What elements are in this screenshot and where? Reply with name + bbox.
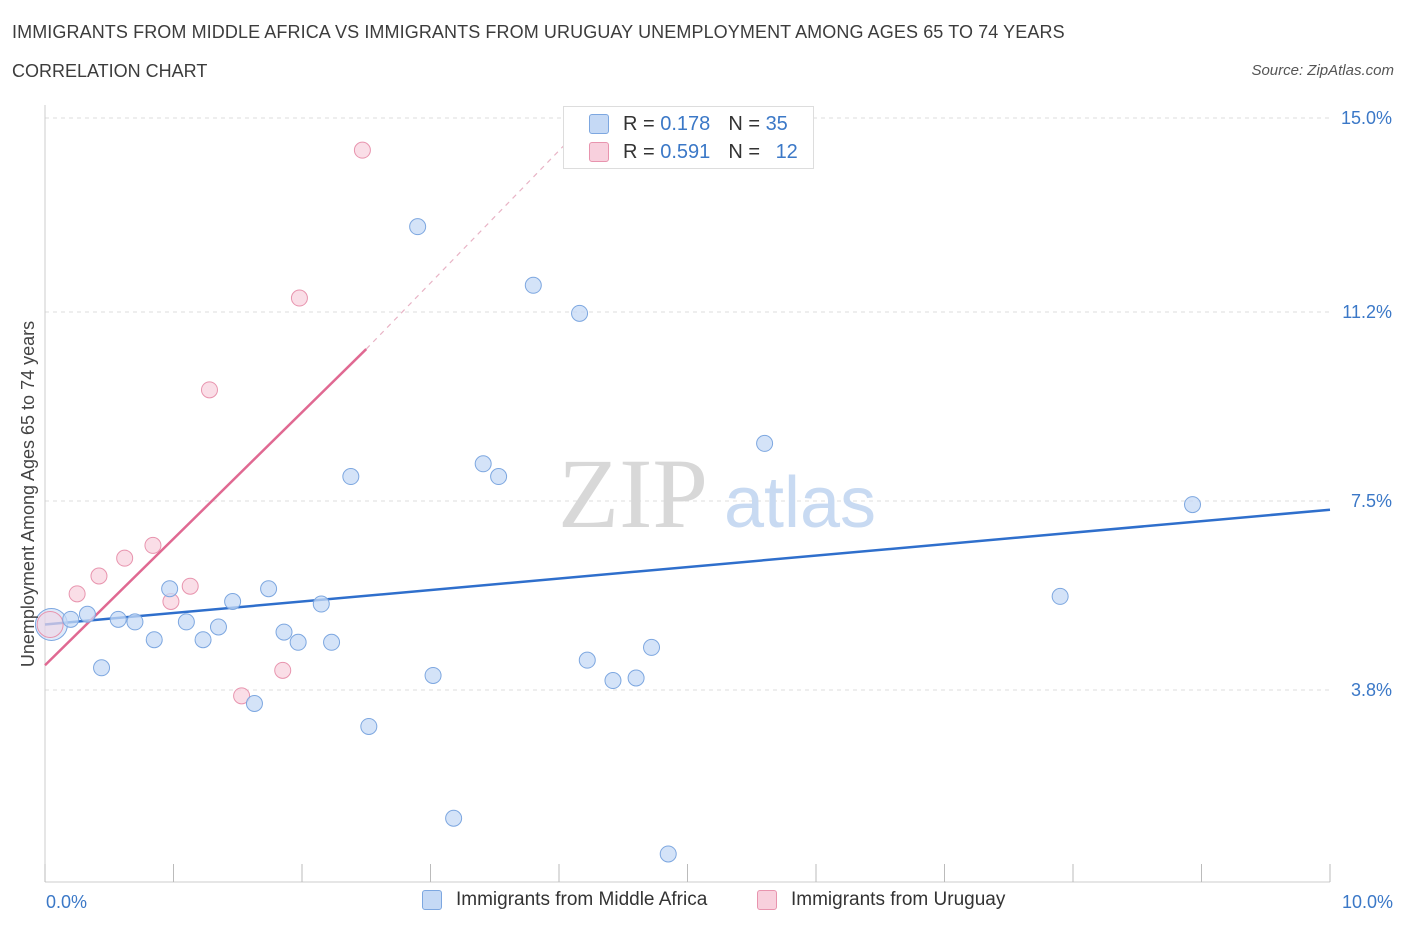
legend-label: Immigrants from Uruguay [791, 889, 1006, 910]
r-label: R = [623, 140, 655, 163]
blue-swatch-icon [589, 114, 609, 134]
point-middle-africa [323, 633, 341, 651]
data-points [34, 141, 1202, 863]
point-middle-africa [1051, 587, 1069, 605]
n-label: N = [728, 112, 760, 135]
point-uruguay [181, 577, 199, 595]
point-middle-africa [145, 631, 163, 649]
blue-swatch-icon [422, 890, 442, 910]
point-uruguay [200, 381, 218, 399]
point-middle-africa [224, 593, 242, 610]
trend-lines [44, 136, 1331, 667]
point-middle-africa [275, 623, 293, 641]
tick-labels: 3.8% 7.5% 11.2% 15.0% 0.0% 10.0% [46, 108, 1393, 912]
y-axis-label: Unemployment Among Ages 65 to 74 years [18, 321, 38, 667]
point-middle-africa [109, 610, 127, 628]
chart-title: IMMIGRANTS FROM MIDDLE AFRICA VS IMMIGRA… [12, 22, 1065, 42]
point-middle-africa [1184, 496, 1202, 514]
n-value: 35 [765, 112, 788, 135]
point-middle-africa [260, 580, 278, 598]
point-middle-africa [78, 605, 96, 623]
n-value: 12 [775, 140, 798, 163]
watermark-atlas: atlas [724, 463, 876, 543]
point-middle-africa [578, 651, 596, 669]
y-tick-label: 11.2% [1342, 302, 1392, 322]
r-value: 0.178 [660, 112, 711, 135]
point-middle-africa [474, 455, 492, 473]
point-middle-africa [571, 304, 589, 322]
point-middle-africa [604, 672, 622, 690]
x-tick-label: 0.0% [46, 892, 87, 912]
point-middle-africa [209, 618, 227, 636]
x-tick-label: 10.0% [1342, 892, 1393, 912]
point-uruguay [274, 661, 292, 679]
point-middle-africa [194, 631, 212, 649]
point-middle-africa [161, 580, 179, 598]
point-middle-africa [445, 809, 463, 827]
stats-legend-row-uruguay: R = 0.591 N = 12 [589, 140, 798, 164]
point-middle-africa [524, 276, 542, 294]
axes [44, 105, 1331, 883]
point-middle-africa [424, 666, 442, 684]
legend-label: Immigrants from Middle Africa [456, 889, 708, 910]
point-uruguay [68, 585, 86, 603]
y-tick-label: 3.8% [1351, 680, 1392, 700]
point-middle-africa [756, 434, 774, 452]
point-uruguay [233, 687, 251, 705]
point-middle-africa [312, 595, 330, 613]
point-cluster-uruguay [36, 610, 64, 638]
point-middle-africa [126, 613, 144, 631]
point-middle-africa [245, 695, 263, 712]
point-middle-africa [360, 717, 378, 735]
point-middle-africa [490, 468, 508, 486]
source-label: Source: ZipAtlas.com [1251, 62, 1394, 79]
point-middle-africa [93, 659, 111, 677]
trend-line-middle-africa [44, 508, 1331, 626]
y-tick-label: 7.5% [1351, 491, 1392, 511]
point-middle-africa [289, 633, 307, 651]
stats-legend: R = 0.178 N = 35 R = 0.591 N = 12 [563, 106, 814, 169]
trend-line-uruguay [44, 348, 368, 667]
r-value: 0.591 [660, 140, 711, 163]
point-uruguay [144, 536, 162, 554]
point-middle-africa [342, 468, 360, 486]
watermark-zip: ZIP [558, 438, 708, 549]
point-uruguay [116, 549, 134, 567]
y-tick-label: 15.0% [1341, 108, 1392, 128]
point-uruguay [353, 141, 371, 159]
stats-legend-row-middle-africa: R = 0.178 N = 35 [589, 112, 788, 136]
watermark: ZIP atlas [558, 438, 876, 549]
legend-item-middle-africa[interactable]: Immigrants from Middle Africa [422, 889, 707, 911]
chart-subtitle: CORRELATION CHART [12, 61, 208, 81]
point-middle-africa [177, 613, 195, 631]
point-uruguay [290, 289, 308, 307]
n-label: N = [728, 140, 760, 163]
legend-item-uruguay[interactable]: Immigrants from Uruguay [757, 889, 1005, 911]
trend-line-uruguay-extension [365, 136, 573, 350]
point-middle-africa [659, 845, 677, 863]
pink-swatch-icon [757, 890, 777, 910]
point-middle-africa [409, 218, 427, 236]
point-middle-africa [643, 638, 661, 656]
point-uruguay [90, 567, 108, 585]
r-label: R = [623, 112, 655, 135]
point-middle-africa [62, 610, 80, 628]
pink-swatch-icon [589, 142, 609, 162]
point-middle-africa [627, 669, 645, 687]
